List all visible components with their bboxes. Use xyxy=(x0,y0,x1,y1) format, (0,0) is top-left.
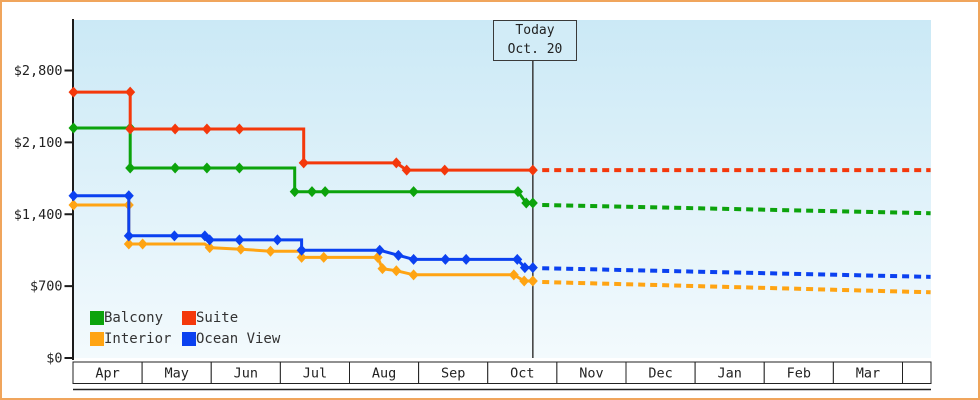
data-marker-balcony xyxy=(527,197,538,209)
data-marker-ocean_view xyxy=(512,253,523,265)
month-cell-empty xyxy=(902,361,932,384)
data-marker-interior xyxy=(235,243,246,255)
data-marker-balcony xyxy=(201,162,212,174)
data-marker-ocean_view xyxy=(374,244,385,256)
today-label: Today xyxy=(515,23,555,38)
series-forecast-ocean_view xyxy=(542,266,931,279)
data-marker-ocean_view xyxy=(440,253,451,265)
month-label: Dec xyxy=(648,366,672,382)
month-label: Mar xyxy=(856,366,880,382)
series-forecast-balcony xyxy=(542,203,931,216)
data-marker-suite xyxy=(391,157,402,169)
legend-swatch-balcony xyxy=(90,311,104,325)
data-marker-interior xyxy=(519,275,530,287)
y-tick-label: $0 xyxy=(46,351,62,367)
data-marker-suite xyxy=(201,123,212,135)
data-marker-ocean_view xyxy=(68,190,79,202)
data-marker-suite xyxy=(527,164,538,176)
data-marker-suite xyxy=(234,123,245,135)
month-label: Nov xyxy=(579,366,603,382)
data-marker-interior xyxy=(391,265,402,277)
data-marker-suite xyxy=(170,123,181,135)
month-label: Jan xyxy=(717,366,741,382)
plot-area xyxy=(74,20,931,358)
data-marker-suite xyxy=(125,86,136,98)
month-label: Jun xyxy=(234,366,258,382)
data-marker-interior xyxy=(68,199,79,211)
data-marker-balcony xyxy=(408,186,419,198)
legend-label-suite: Suite xyxy=(196,310,239,326)
data-marker-ocean_view xyxy=(123,230,134,242)
series-line-suite xyxy=(73,90,533,172)
series-line-balcony xyxy=(73,126,533,205)
data-marker-suite xyxy=(298,157,309,169)
data-marker-suite xyxy=(125,123,136,135)
month-label: May xyxy=(164,366,188,382)
legend-item-interior[interactable]: Interior xyxy=(90,331,182,347)
today-marker-box: Today Oct. 20 xyxy=(493,20,577,61)
y-tick-label: $1,400 xyxy=(14,207,63,223)
legend-item-balcony[interactable]: Balcony xyxy=(90,310,182,326)
data-marker-interior xyxy=(296,251,307,263)
data-marker-interior xyxy=(137,238,148,250)
data-marker-ocean_view xyxy=(527,262,538,274)
data-marker-ocean_view xyxy=(296,244,307,256)
data-marker-balcony xyxy=(512,186,523,198)
data-marker-suite xyxy=(439,164,450,176)
series-forecast-interior xyxy=(542,280,931,295)
month-label: Oct xyxy=(510,366,534,382)
data-marker-ocean_view xyxy=(272,234,283,246)
data-marker-balcony xyxy=(521,197,532,209)
data-marker-ocean_view xyxy=(393,249,404,261)
data-marker-ocean_view xyxy=(169,230,180,242)
data-marker-ocean_view xyxy=(123,190,134,202)
data-marker-balcony xyxy=(125,162,136,174)
data-marker-ocean_view xyxy=(234,234,245,246)
data-marker-interior xyxy=(265,245,276,257)
data-marker-interior xyxy=(204,242,215,254)
data-marker-balcony xyxy=(234,162,245,174)
data-marker-balcony xyxy=(170,162,181,174)
y-tick-label: $2,100 xyxy=(14,135,63,151)
today-date: Oct. 20 xyxy=(507,42,563,57)
data-marker-balcony xyxy=(306,186,317,198)
data-marker-ocean_view xyxy=(408,253,419,265)
month-label: Feb xyxy=(787,366,811,382)
month-label: Jul xyxy=(303,366,327,382)
month-label: Sep xyxy=(441,366,465,382)
legend-label-ocean_view: Ocean View xyxy=(196,331,281,347)
legend-swatch-ocean_view xyxy=(182,332,196,346)
month-label: Aug xyxy=(372,366,396,382)
chart-legend: Balcony Suite Interior Ocean View xyxy=(90,310,280,347)
data-marker-ocean_view xyxy=(519,262,530,274)
data-marker-balcony xyxy=(68,122,79,134)
data-marker-interior xyxy=(408,269,419,281)
data-marker-suite xyxy=(68,86,79,98)
legend-item-ocean_view[interactable]: Ocean View xyxy=(182,331,280,347)
data-marker-interior xyxy=(123,238,134,250)
y-tick-label: $2,800 xyxy=(14,63,63,79)
y-tick-label: $700 xyxy=(30,279,63,295)
data-marker-suite xyxy=(401,164,412,176)
legend-swatch-suite xyxy=(182,311,196,325)
data-marker-interior xyxy=(377,263,388,275)
data-marker-interior xyxy=(527,275,538,287)
legend-swatch-interior xyxy=(90,332,104,346)
legend-item-suite[interactable]: Suite xyxy=(182,310,280,326)
legend-label-balcony: Balcony xyxy=(104,310,164,326)
data-marker-interior xyxy=(508,269,519,281)
data-marker-interior xyxy=(318,251,329,263)
data-marker-balcony xyxy=(320,186,331,198)
month-label: Apr xyxy=(95,366,119,382)
data-marker-ocean_view xyxy=(461,253,472,265)
legend-label-interior: Interior xyxy=(104,331,172,347)
data-marker-balcony xyxy=(289,186,300,198)
data-marker-ocean_view xyxy=(204,234,215,246)
